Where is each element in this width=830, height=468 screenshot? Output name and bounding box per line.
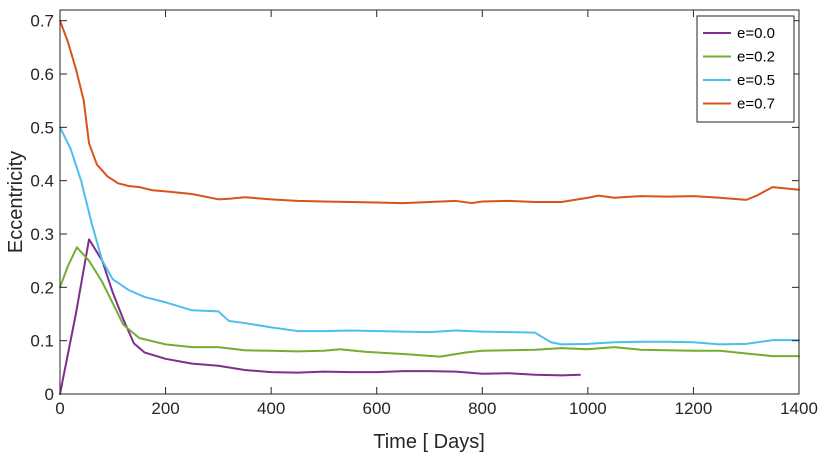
x-tick-label: 0 (55, 399, 64, 418)
y-tick-label: 0.1 (30, 332, 54, 351)
y-axis-label: Eccentricity (5, 151, 27, 253)
legend: e=0.0 e=0.2 e=0.5 e=0.7 (696, 15, 795, 123)
y-tick-label: 0.7 (30, 12, 54, 31)
y-tick-label: 0.6 (30, 65, 54, 84)
x-tick-label: 1000 (569, 399, 607, 418)
y-tick-label: 0.3 (30, 225, 54, 244)
y-tick-label: 0.5 (30, 118, 54, 137)
x-tick-label: 800 (468, 399, 496, 418)
legend-label: e=0.2 (737, 49, 775, 66)
series-line-0 (59, 238, 581, 395)
axes (59, 9, 800, 395)
legend-label: e=0.7 (737, 96, 775, 113)
series-line-2 (59, 126, 800, 346)
series-line-1 (59, 246, 800, 358)
x-tick-label: 1200 (675, 399, 713, 418)
x-axis-label: Time [ Days] (373, 431, 485, 453)
x-tick-label: 200 (151, 399, 179, 418)
y-tick-label: 0.2 (30, 278, 54, 297)
axes-box (59, 9, 800, 395)
legend-label: e=0.0 (737, 25, 775, 42)
y-tick-label: 0 (45, 385, 54, 404)
plot-lines (59, 19, 800, 395)
legend-label: e=0.5 (737, 72, 775, 89)
x-tick-label: 400 (257, 399, 285, 418)
ticks: 0 200 400 600 800 1000 1200 1400 0 0.1 0.2 0.3 0.4 0.… (30, 10, 818, 418)
x-tick-label: 600 (363, 399, 391, 418)
x-tick-label: 1400 (780, 399, 818, 418)
y-tick-label: 0.4 (30, 172, 54, 191)
series-line-3 (59, 19, 800, 205)
